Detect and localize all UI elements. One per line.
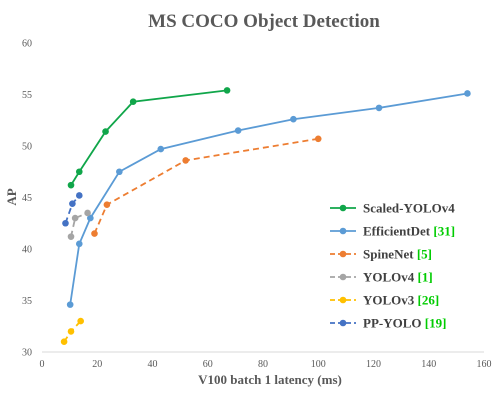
x-tick-label: 40 [148,359,158,370]
data-point [116,168,123,176]
data-point [69,200,76,207]
data-point [314,135,322,143]
data-point [66,301,74,308]
legend-label: YOLOv3 [26] [363,293,439,308]
tick-labels: 0 20 40 60 80 100 120 140 160 30 35 40 45 50 55 60 [22,39,492,371]
legend-item: SpineNet [5] [330,247,432,262]
legend-label: PP-YOLO [19] [363,316,446,331]
data-point [157,145,165,153]
legend-ref: [5] [414,247,432,262]
legend-label: Scaled-YOLOv4 [363,201,455,216]
chart-title: MS COCO Object Detection [148,11,380,32]
data-point [375,104,383,112]
y-tick-label: 40 [22,245,32,256]
data-point [103,201,111,209]
legend-label: YOLOv4 [1] [363,270,433,285]
data-point [77,317,84,325]
legend-label: SpineNet [5] [363,247,432,262]
data-point [182,157,189,164]
x-tick-label: 100 [311,359,326,370]
series-yolov4 [67,209,91,240]
series-spinenet [91,135,322,237]
series-scaled-yolov4 [67,87,231,189]
legend-marker [339,250,347,258]
legend-ref: [26] [414,293,439,308]
legend-item: EfficientDet [31] [330,224,455,239]
data-point [87,214,94,222]
legend: Scaled-YOLOv4 EfficientDet [31] SpineNet [… [330,201,455,331]
data-point [223,87,231,94]
data-point [464,90,471,97]
y-tick-label: 35 [22,296,32,307]
data-point [60,338,68,346]
x-tick-label: 140 [421,359,436,370]
legend-marker [339,227,347,235]
legend-marker [339,204,347,212]
data-point [129,98,137,106]
legend-marker [339,273,347,281]
data-point [67,181,75,189]
data-point [67,233,75,240]
data-point [75,240,83,248]
series-yolov3 [60,317,84,346]
x-tick-label: 80 [258,359,268,370]
x-tick-label: 0 [40,359,45,370]
y-tick-label: 30 [22,348,32,359]
data-point [290,115,297,123]
series-line [93,137,319,234]
x-axis-label: V100 batch 1 latency (ms) [198,372,342,387]
legend-ref: [1] [414,270,432,285]
x-tick-label: 120 [366,359,381,370]
legend-item: Scaled-YOLOv4 [330,201,455,216]
legend-item: YOLOv3 [26] [330,293,439,308]
x-tick-label: 160 [477,359,492,370]
series-pp-yolo [62,192,83,227]
y-axis-label: AP [4,188,19,205]
data-point [75,168,83,176]
series-efficientdet [66,90,471,308]
y-tick-label: 50 [22,142,32,153]
y-tick-label: 60 [22,39,32,50]
data-point [84,209,91,217]
series-layer [60,87,471,346]
legend-marker [339,296,347,304]
legend-ref: [31] [430,224,455,239]
data-point [234,127,242,134]
x-tick-label: 20 [92,359,102,370]
legend-label: EfficientDet [31] [363,224,455,239]
x-tick-label: 60 [203,359,213,370]
data-point [91,230,98,237]
data-point [71,214,79,222]
legend-item: PP-YOLO [19] [330,316,446,331]
y-tick-label: 45 [22,193,32,204]
legend-marker [339,319,347,327]
data-point [75,192,83,199]
y-tick-label: 55 [22,90,32,101]
data-point [62,219,69,227]
data-point [102,128,109,135]
legend-item: YOLOv4 [1] [330,270,433,285]
data-point [67,328,75,335]
legend-ref: [19] [422,316,447,331]
series-line [70,89,228,186]
